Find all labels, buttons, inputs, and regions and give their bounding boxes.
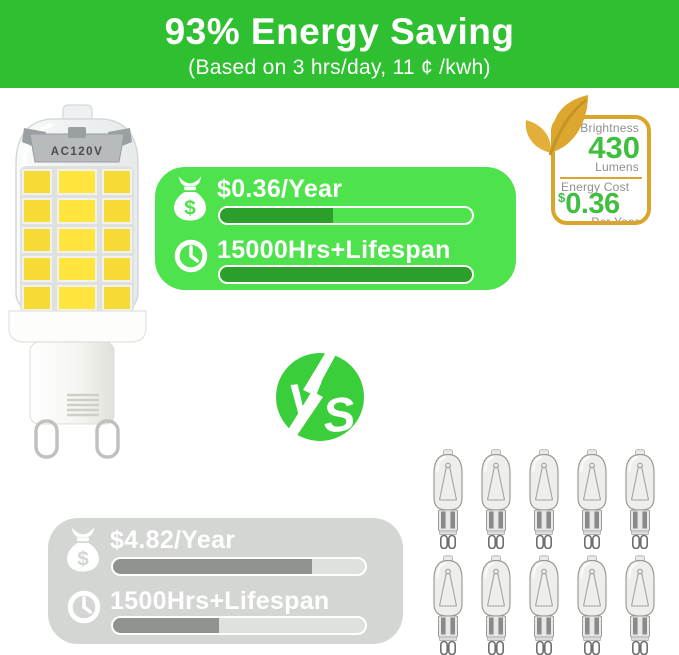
led-lifespan: 15000Hrs+Lifespan [217,236,451,264]
halogen-bulb [522,449,566,549]
halogen-lifespan-bar [111,616,367,635]
led-bulb-base-vents [67,393,99,417]
brightness-energy-badge: Brightness 430 Lumens Energy Cost $0.36 … [551,115,651,225]
led-bulb-pin-right [95,419,120,459]
energy-cost-currency: $ [558,190,566,206]
led-bulb-base-disc [8,310,147,343]
leaf-icon [525,95,588,156]
halogen-bulb [570,555,614,655]
led-comparison-panel: $0.36/Year 15000Hrs+Lifespan [155,167,516,290]
brightness-value: 430 [588,129,640,165]
banner-title: 93% Energy Saving [164,11,515,52]
halogen-comparison-panel: $4.82/Year 1500Hrs+Lifespan [48,518,403,644]
halogen-bulb-grid [424,449,664,655]
led-cost-bar [218,206,474,225]
led-bulb-band-label: AC120V [51,146,103,158]
money-bag-icon [171,175,209,221]
clock-icon [173,238,209,274]
led-bulb-metal-band [29,133,125,163]
banner-subtitle: (Based on 3 hrs/day, 11 ¢ /kwh) [188,56,491,79]
halogen-bulb [618,449,662,549]
vs-letter-s: S [320,388,357,444]
halogen-bulb [426,555,470,655]
halogen-cost-bar [111,557,367,576]
led-bulb-pin-left [34,419,59,459]
led-lifespan-bar [218,265,474,284]
halogen-bulb [426,449,470,549]
vs-icon: V S [275,332,364,456]
led-bulb-illustration: AC120V [8,104,147,459]
led-lifespan-bar-fill [220,267,472,282]
halogen-lifespan: 1500Hrs+Lifespan [110,587,330,615]
clock-icon [66,589,102,625]
energy-cost-value: $0.36 [555,190,647,219]
halogen-lifespan-bar-fill [113,618,219,633]
halogen-bulb [522,555,566,655]
led-chip-array [20,166,134,313]
brightness-unit: Lumens [595,159,639,174]
halogen-cost-bar-fill [113,559,313,574]
led-cost-per-year: $0.36/Year [217,175,343,203]
halogen-bulb [474,449,518,549]
energy-cost-number: 0.36 [565,188,620,221]
badge-divider [560,176,642,179]
halogen-cost-per-year: $4.82/Year [110,526,236,554]
halogen-bulb [570,449,614,549]
energy-cost-label: Energy Cost [561,179,630,194]
led-bulb-base [29,341,115,425]
halogen-bulb [474,555,518,655]
energy-saving-banner: 93% Energy Saving (Based on 3 hrs/day, 1… [0,0,679,88]
led-cost-bar-fill [220,208,334,223]
halogen-bulb [618,555,662,655]
brightness-label: Brightness [580,121,639,135]
money-bag-icon [64,526,102,572]
energy-cost-unit: Per Year [591,215,639,225]
